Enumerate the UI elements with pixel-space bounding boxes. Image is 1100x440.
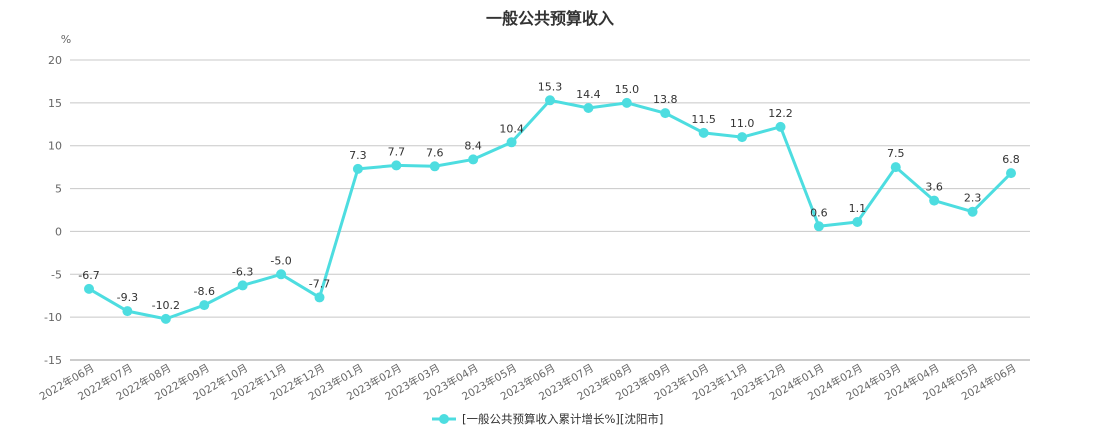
data-point[interactable] [506,137,517,148]
data-label: 2.3 [964,192,982,205]
data-point[interactable] [84,283,94,294]
data-label: 8.4 [464,139,482,152]
data-label: -10.2 [152,299,180,312]
data-point[interactable] [160,313,171,324]
chart-title: 一般公共预算收入 [486,9,614,28]
y-tick-label: -10 [44,311,62,324]
data-labels: -6.7 -9.3 -10.2 -8.6 -6.3 -5.0 -7.7 7.3 7.7 7.6 8.… [78,80,1019,312]
data-point[interactable] [468,154,479,165]
data-point[interactable] [660,108,671,119]
data-point[interactable] [967,206,978,217]
data-point[interactable] [890,162,901,173]
data-label: 15.3 [538,80,563,93]
data-label: 10.4 [499,122,524,135]
data-point[interactable] [852,217,863,227]
data-point[interactable] [545,95,555,106]
data-label: 6.8 [1002,153,1020,166]
y-tick-label: 20 [48,54,62,67]
data-label: 0.6 [810,206,828,219]
data-label: 7.7 [388,145,406,158]
data-point[interactable] [1006,168,1016,179]
y-tick-label: 5 [55,183,62,196]
data-point[interactable] [429,161,440,172]
data-label: 11.0 [730,117,755,130]
y-axis-unit-label: % [61,33,71,46]
data-label: -7.7 [309,277,330,290]
y-tick-label: 0 [55,225,62,238]
data-points [84,95,1016,324]
y-tick-label: -15 [44,354,62,367]
data-label: 3.6 [925,181,943,194]
data-point[interactable] [391,160,402,171]
data-label: 1.1 [849,202,867,215]
x-axis-ticks: 2022年06月2022年07月2022年08月2022年09月2022年10月… [37,361,1018,403]
data-label: 11.5 [691,113,716,126]
data-label: -9.3 [117,291,138,304]
legend[interactable]: [一般公共预算收入累计增长%][沈阳市] [432,412,663,426]
y-tick-label: 15 [48,97,62,110]
data-label: -6.3 [232,265,253,278]
data-point[interactable] [813,221,824,232]
data-point[interactable] [122,306,133,317]
data-label: 15.0 [615,83,640,96]
legend-dot-marker [439,414,449,424]
data-point[interactable] [775,121,786,132]
grid-lines [70,59,1030,361]
data-label: -6.7 [78,269,99,282]
data-point[interactable] [621,97,632,108]
data-label: 13.8 [653,93,678,106]
data-point[interactable] [237,280,248,291]
data-point[interactable] [352,163,363,174]
legend-label: [一般公共预算收入累计增长%][沈阳市] [462,412,663,426]
y-axis-ticks: -15 -10 -5 0 5 10 15 20 [44,54,62,367]
data-label: -8.6 [194,285,215,298]
data-point[interactable] [276,269,287,280]
data-label: 12.2 [768,107,793,120]
data-label: 7.6 [426,146,444,159]
data-point[interactable] [583,103,594,113]
data-label: -5.0 [270,254,291,267]
data-point[interactable] [314,292,325,303]
data-label: 14.4 [576,88,601,101]
data-label: 7.3 [349,149,367,162]
y-tick-label: 10 [48,140,62,153]
data-label: 7.5 [887,147,905,160]
data-point[interactable] [199,300,210,311]
data-point[interactable] [737,132,748,143]
series-line [88,98,1013,321]
y-tick-label: -5 [51,268,62,281]
data-point[interactable] [698,127,709,138]
data-point[interactable] [929,195,940,206]
